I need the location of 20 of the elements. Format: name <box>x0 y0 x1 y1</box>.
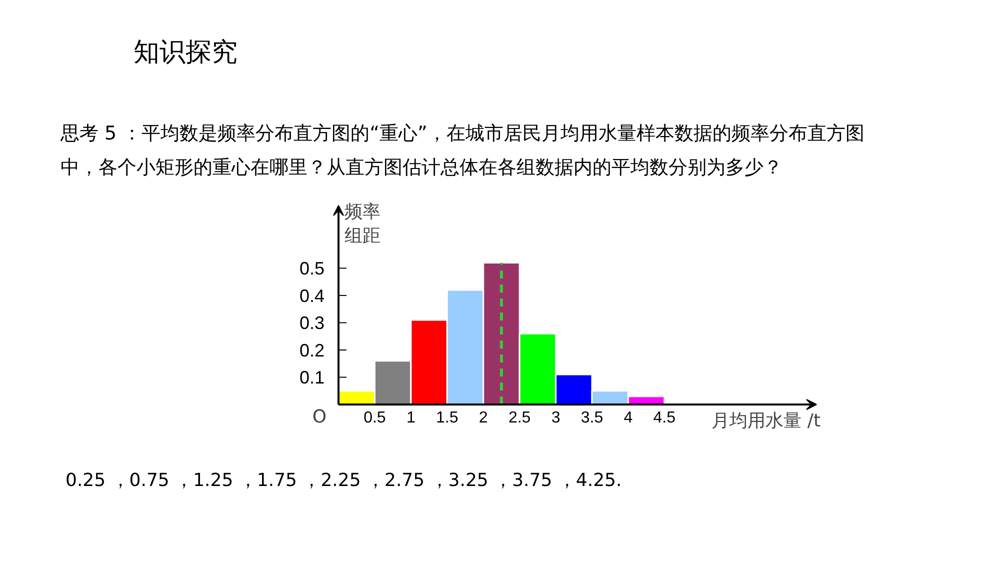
chart-subtitle: 思考 5 ：平均数是频率分布直方图的“重心”，在城市居民月均用水量样本数据的频率分布直方图中，各个小矩形的重心在哪里？从直方图估计总体在各组数据内的平均数分别为多少？ <box>60 122 864 178</box>
x-tick-label: 2.5 <box>508 410 531 426</box>
x-tick-label: 1 <box>406 410 416 426</box>
x-tick-label: 1.5 <box>436 410 458 426</box>
y-axis-title: 频率组距 <box>344 202 380 246</box>
y-tick-label: 0.5 <box>299 258 325 279</box>
text: 0.25 ，0.75 ，1.25 ，1.75 ，2.25 ，2.75 ，3.25 ，3.75 ，4.25. <box>66 470 622 491</box>
x-tick-label: 4 <box>624 410 633 426</box>
x-tick-label: 2 <box>478 410 488 426</box>
chart-title: 知识探究 <box>134 38 238 68</box>
x-tick-label: 3 <box>551 410 560 426</box>
x-axis-title: 月均用水量 /t <box>712 410 820 432</box>
x-tick-label: 0.5 <box>364 410 386 426</box>
x-tick-label: 3.5 <box>580 410 604 426</box>
annotation: O <box>312 406 327 428</box>
y-tick-label: 0.2 <box>299 340 325 360</box>
y-tick-label: 0.4 <box>299 286 325 306</box>
y-tick-label: 0.3 <box>299 313 325 334</box>
x-tick-label: 4.5 <box>653 410 676 426</box>
y-tick-label: 0.1 <box>299 368 325 388</box>
